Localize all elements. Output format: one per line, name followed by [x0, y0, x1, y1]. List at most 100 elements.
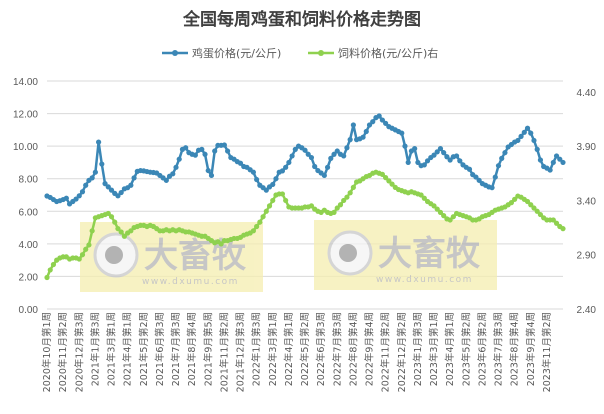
data-point	[379, 171, 385, 177]
y-left-tick-label: 14.00	[13, 77, 38, 88]
data-point	[386, 178, 392, 184]
data-point	[547, 167, 553, 173]
x-tick-label: 2021年11月第2周	[218, 312, 230, 392]
data-point	[524, 125, 531, 131]
data-point	[212, 148, 218, 154]
watermark-url: www.dxumu.com	[142, 277, 239, 287]
data-point	[202, 151, 208, 157]
y-left-tick-label: 8.00	[19, 175, 39, 186]
data-point	[434, 206, 440, 212]
y-right-tick-label: 3.90	[577, 142, 597, 153]
data-point	[302, 147, 308, 153]
series-group	[44, 113, 566, 281]
y-left-tick-label: 4.00	[19, 240, 39, 251]
y-left-tick-label: 12.00	[13, 110, 38, 121]
data-point	[521, 129, 527, 135]
y-right-tick-label: 2.90	[577, 251, 597, 262]
data-point	[537, 211, 544, 218]
data-point	[44, 274, 50, 281]
data-point	[131, 175, 137, 181]
data-point	[92, 169, 98, 175]
watermark-brand: 大畜牧	[378, 234, 481, 274]
data-point	[331, 209, 337, 215]
data-point	[96, 139, 102, 145]
data-point	[502, 150, 508, 156]
data-point	[112, 219, 118, 225]
data-point	[83, 182, 89, 188]
data-point	[218, 241, 224, 247]
data-point	[250, 169, 256, 175]
data-point	[441, 213, 447, 219]
data-point	[270, 181, 276, 188]
x-tick-label: 2021年1月第3周	[89, 312, 101, 386]
y-left-tick-label: 6.00	[19, 207, 39, 218]
data-point	[105, 210, 111, 217]
x-tick-label: 2022年11月第2周	[380, 312, 392, 392]
data-point	[199, 146, 205, 152]
data-point	[441, 150, 447, 156]
data-point	[286, 159, 292, 166]
data-point	[263, 187, 269, 193]
x-tick-label: 2021年5月第2周	[138, 312, 150, 386]
data-point	[560, 226, 566, 232]
data-point	[457, 158, 463, 164]
data-point	[379, 117, 385, 123]
data-point	[453, 153, 460, 159]
data-point	[118, 189, 124, 196]
data-point	[334, 205, 340, 211]
data-point	[128, 182, 134, 188]
data-point	[424, 158, 431, 164]
data-point	[254, 176, 260, 183]
data-point	[341, 153, 347, 159]
data-point	[279, 191, 286, 197]
x-tick-label: 2021年6月第3周	[154, 312, 166, 386]
data-point	[557, 156, 563, 162]
data-point	[418, 192, 424, 198]
y-right-tick-label: 2.40	[577, 305, 597, 316]
data-point	[173, 164, 179, 170]
x-tick-label: 2022年5月第2周	[299, 312, 311, 386]
x-tick-label: 2021年8月第4周	[186, 312, 198, 386]
legend-label: 饲料价格(元/公斤)右	[338, 46, 438, 60]
x-tick-label: 2022年8月第4周	[347, 312, 359, 386]
data-point	[434, 149, 440, 155]
legend-marker	[172, 50, 178, 56]
x-tick-label: 2023年5月第2周	[460, 312, 472, 386]
data-point	[99, 161, 105, 167]
data-point	[344, 194, 350, 200]
x-tick-label: 2021年3月第1周	[106, 312, 118, 386]
x-tick-label: 2022年3月第1周	[267, 312, 279, 386]
chart-title: 全国每周鸡蛋和饲料价格走势图	[182, 9, 421, 30]
data-point	[489, 185, 495, 191]
data-point	[492, 174, 498, 180]
data-point	[437, 209, 444, 215]
data-point	[437, 145, 444, 152]
x-tick-label: 2021年9月第5周	[202, 312, 214, 386]
data-point	[512, 196, 518, 202]
data-point	[421, 162, 427, 168]
data-point	[476, 177, 482, 183]
data-point	[431, 203, 437, 209]
data-point	[115, 226, 121, 232]
data-point	[221, 142, 227, 148]
data-point	[115, 193, 121, 199]
data-point	[528, 130, 534, 136]
data-point	[283, 164, 289, 170]
data-point	[312, 163, 318, 170]
data-point	[495, 163, 502, 169]
data-point	[73, 196, 79, 202]
data-point	[324, 164, 331, 170]
data-point	[47, 267, 53, 273]
x-tick-label: 2022年12月第2周	[396, 312, 408, 392]
y-left-tick-label: 10.00	[13, 142, 38, 153]
data-point	[263, 208, 269, 214]
x-tick-label: 2022年7月第3周	[331, 312, 343, 386]
data-point	[447, 157, 453, 163]
data-point	[128, 228, 134, 234]
data-point	[79, 189, 86, 195]
data-point	[308, 154, 315, 161]
data-point	[508, 200, 514, 206]
data-point	[531, 137, 537, 144]
